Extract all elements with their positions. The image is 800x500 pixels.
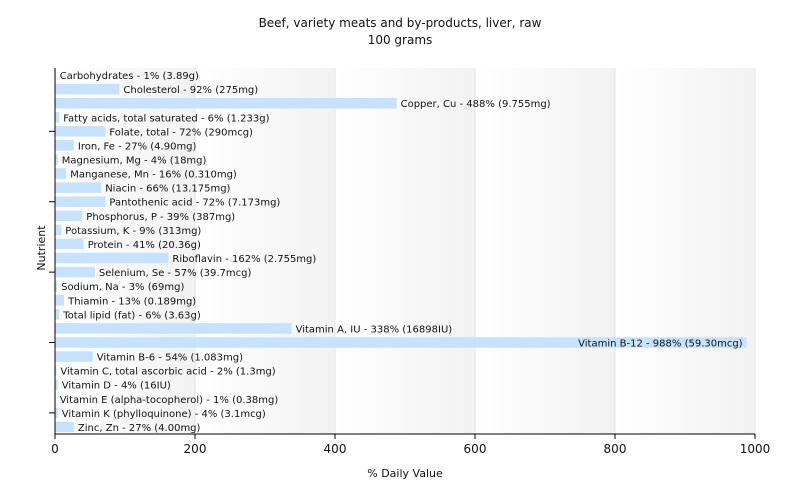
bar-label: Phosphorus, P - 39% (387mg) [86, 212, 235, 223]
bar [55, 379, 58, 391]
bar [55, 154, 58, 165]
chart-title: Beef, variety meats and by-products, liv… [258, 16, 542, 30]
bar-label: Carbohydrates - 1% (3.89g) [60, 71, 199, 82]
bar [55, 407, 58, 419]
bar [55, 111, 60, 123]
bar [55, 266, 95, 278]
bar-labels: Carbohydrates - 1% (3.89g) Cholesterol - … [60, 71, 743, 434]
bar-label: Total lipid (fat) - 6% (3.63g) [62, 310, 201, 321]
plot-band [615, 68, 755, 434]
bar-label: Sodium, Na - 3% (69mg) [61, 282, 184, 293]
bar [55, 280, 58, 292]
gridlines [194, 68, 756, 434]
bar-label: Vitamin E (alpha-tocopherol) - 1% (0.38m… [60, 395, 279, 406]
bar [55, 168, 67, 179]
x-tick-label: 200 [184, 442, 207, 456]
bar [55, 421, 74, 433]
bars [55, 69, 747, 433]
bar-label: Protein - 41% (20.36g) [88, 240, 201, 251]
x-axis-ticks: 0 200 400 600 800 1000 [51, 434, 770, 456]
bar-label: Pantothenic acid - 72% (7.173mg) [109, 198, 280, 209]
x-tick-label: 400 [324, 442, 347, 456]
plot-background [55, 68, 755, 434]
bar [55, 126, 106, 137]
bar-label: Vitamin K (phylloquinone) - 4% (3.1mcg) [62, 409, 266, 420]
bar [55, 97, 397, 109]
bar-label: Vitamin B-6 - 54% (1.083mg) [97, 353, 243, 364]
x-tick-label: 600 [464, 442, 487, 456]
bar [55, 140, 74, 151]
bar-label: Folate, total - 72% (290mcg) [109, 127, 253, 138]
bar [55, 309, 60, 320]
bar [55, 337, 747, 348]
plot-band [475, 68, 615, 434]
bar-label: Potassium, K - 9% (313mg) [65, 226, 201, 237]
bar [55, 351, 93, 362]
bar-label: Vitamin D - 4% (16IU) [62, 381, 171, 392]
bar-label: Vitamin C, total ascorbic acid - 2% (1.3… [60, 367, 275, 378]
bar-label: Vitamin A, IU - 338% (16898IU) [296, 324, 453, 335]
bar-label: Manganese, Mn - 16% (0.310mg) [70, 170, 237, 181]
x-tick-label: 1000 [740, 442, 771, 456]
bar [55, 224, 62, 236]
plot-band [195, 68, 335, 434]
bar [55, 252, 169, 264]
bar [55, 294, 65, 306]
bar-label: Selenium, Se - 57% (39.7mcg) [99, 268, 252, 279]
bar-label: Iron, Fe - 27% (4.90mg) [78, 141, 197, 152]
bar [55, 83, 120, 95]
bar-label: Thiamin - 13% (0.189mg) [67, 296, 196, 307]
bar [55, 238, 84, 250]
bar-label: Fatty acids, total saturated - 6% (1.233… [63, 113, 269, 124]
bar [55, 196, 106, 208]
bar-label: Magnesium, Mg - 4% (18mg) [62, 156, 207, 167]
bar [55, 210, 83, 222]
y-axis-title: Nutrient [35, 225, 48, 271]
x-tick-label: 800 [604, 442, 627, 456]
axes [49, 68, 755, 435]
plot-band [335, 68, 475, 434]
bar-label: Zinc, Zn - 27% (4.00mg) [78, 423, 201, 434]
bar-label: Niacin - 66% (13.175mg) [105, 184, 230, 195]
bar-label: Vitamin B-12 - 988% (59.30mcg) [578, 339, 743, 350]
bar-label: Copper, Cu - 488% (9.755mg) [401, 99, 551, 110]
bar [55, 323, 292, 334]
bar [55, 365, 57, 376]
bar-label: Riboflavin - 162% (2.755mg) [172, 254, 316, 265]
x-axis-title: % Daily Value [367, 467, 443, 480]
bar [55, 182, 102, 193]
chart-subtitle: 100 grams [367, 33, 433, 47]
bar-label: Cholesterol - 92% (275mg) [123, 85, 258, 96]
x-tick-label: 0 [51, 442, 59, 456]
